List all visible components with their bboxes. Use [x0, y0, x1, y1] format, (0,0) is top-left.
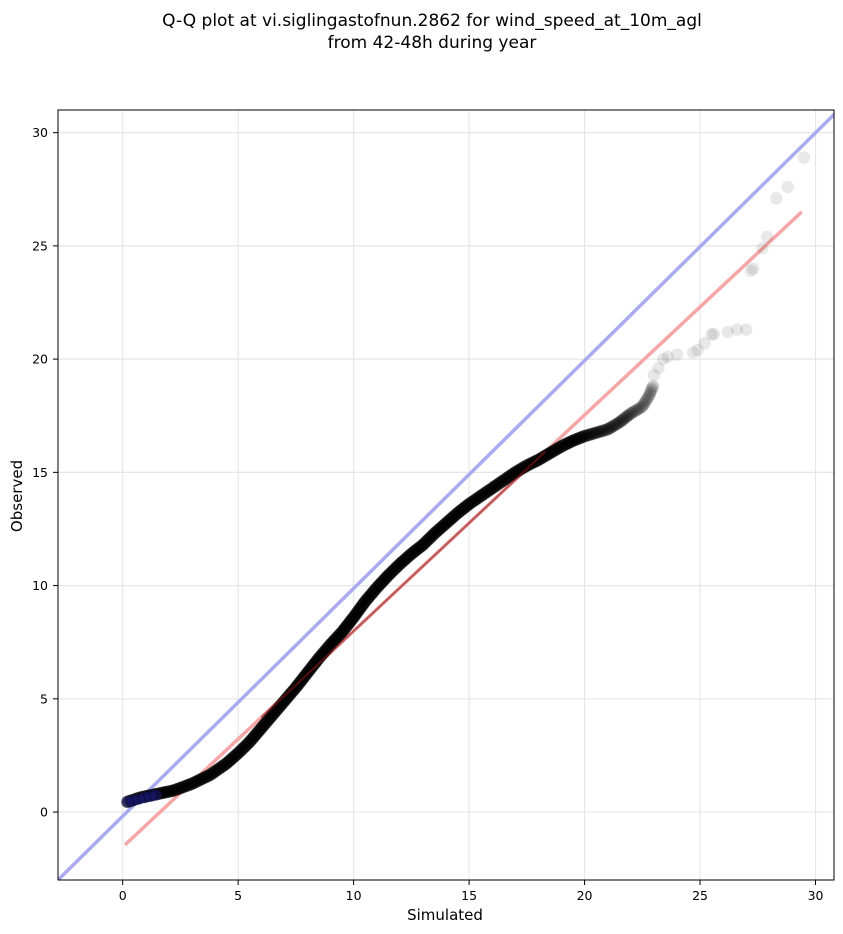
qq-point — [617, 412, 631, 425]
x-tick-label: 0 — [119, 888, 127, 903]
qq-point — [637, 398, 650, 411]
qq-tail-point — [686, 346, 700, 359]
y-tick-label: 0 — [40, 805, 48, 820]
qq-point — [609, 418, 622, 431]
one-to-one-line — [58, 112, 834, 880]
qq-tail-point — [744, 264, 758, 277]
qq-tail-point — [721, 325, 734, 339]
y-axis-ticks: 0 5 10 15 20 25 30 — [32, 125, 58, 820]
qq-point — [611, 417, 624, 430]
qq-tail-point — [740, 323, 753, 336]
qq-tail-point — [691, 343, 704, 357]
qq-point — [596, 424, 610, 437]
qq-point-low — [150, 789, 162, 801]
qq-point — [619, 411, 633, 424]
qq-point — [601, 423, 614, 436]
qq-tail-point — [707, 328, 721, 341]
plot-area-frame — [57, 109, 835, 881]
y-tick-label: 15 — [32, 465, 48, 480]
qq-tail-point — [730, 323, 744, 336]
chart-title-line-2: from 42-48h during year — [328, 33, 537, 53]
qq-point — [603, 421, 616, 435]
qq-point — [624, 407, 637, 420]
qq-tail-point — [652, 361, 665, 375]
y-axis-label: Observed — [8, 460, 26, 532]
qq-point — [646, 379, 660, 393]
quantile-points — [121, 151, 811, 809]
x-tick-label: 5 — [234, 888, 242, 903]
qq-point — [592, 425, 605, 439]
qq-point — [582, 428, 596, 441]
qq-point — [607, 419, 620, 433]
qq-point — [646, 381, 659, 395]
x-tick-label: 15 — [461, 888, 477, 903]
qq-point — [639, 394, 652, 408]
qq-tail-point — [661, 350, 674, 364]
qq-point — [638, 396, 651, 410]
x-axis-ticks: 0 5 10 15 20 25 30 — [119, 880, 824, 903]
y-tick-label: 5 — [40, 691, 48, 706]
qq-point — [641, 391, 655, 404]
qq-point — [578, 429, 591, 443]
qq-point — [643, 389, 656, 402]
y-tick-label: 10 — [32, 578, 48, 593]
qq-tail-point — [647, 368, 661, 382]
qq-point — [589, 426, 603, 439]
qq-tail-point — [670, 348, 684, 361]
qq-point — [576, 430, 589, 444]
qq-point — [585, 427, 598, 441]
qq-tail-point — [797, 151, 811, 164]
qq-point — [580, 429, 594, 442]
y-tick-label: 30 — [32, 125, 48, 140]
qq-point — [645, 383, 658, 396]
qq-tail-point — [756, 241, 769, 255]
qq-point — [632, 402, 645, 416]
x-tick-label: 20 — [577, 888, 593, 903]
grid-lines — [58, 110, 834, 880]
qq-point — [613, 416, 626, 429]
chart-title-line-1: Q-Q plot at vi.siglingastofnun.2862 for … — [162, 11, 702, 31]
qq-tail-point — [656, 352, 670, 366]
qq-point — [587, 427, 601, 440]
qq-point — [594, 425, 607, 438]
qq-point — [644, 385, 657, 398]
y-tick-label: 25 — [32, 238, 48, 253]
y-tick-label: 20 — [32, 352, 48, 367]
qq-point — [621, 409, 634, 423]
qq-point — [626, 406, 639, 419]
qq-tail-point — [705, 328, 718, 341]
qq-point — [616, 413, 629, 427]
qq-point — [599, 423, 612, 437]
qq-point — [605, 420, 618, 434]
qq-point — [630, 403, 643, 417]
qq-point — [614, 415, 628, 428]
fit-line-through-points — [260, 450, 547, 719]
qq-point — [643, 387, 657, 400]
qq-tail-point — [760, 230, 774, 244]
qq-tail-point — [770, 192, 783, 205]
qq-point — [628, 405, 641, 418]
reference-lines — [58, 112, 834, 880]
qq-point — [634, 401, 647, 415]
qq-tail-point — [781, 180, 795, 194]
qq-tail-point — [698, 337, 711, 350]
x-tick-label: 25 — [692, 888, 708, 903]
fit-line-overlay — [260, 450, 547, 719]
qq-point — [622, 408, 636, 421]
x-tick-label: 10 — [346, 888, 362, 903]
x-tick-label: 30 — [808, 888, 824, 903]
qq-point — [640, 392, 654, 406]
qq-point — [636, 400, 649, 413]
qq-tail-point — [746, 262, 760, 275]
x-axis-label: Simulated — [407, 906, 483, 924]
